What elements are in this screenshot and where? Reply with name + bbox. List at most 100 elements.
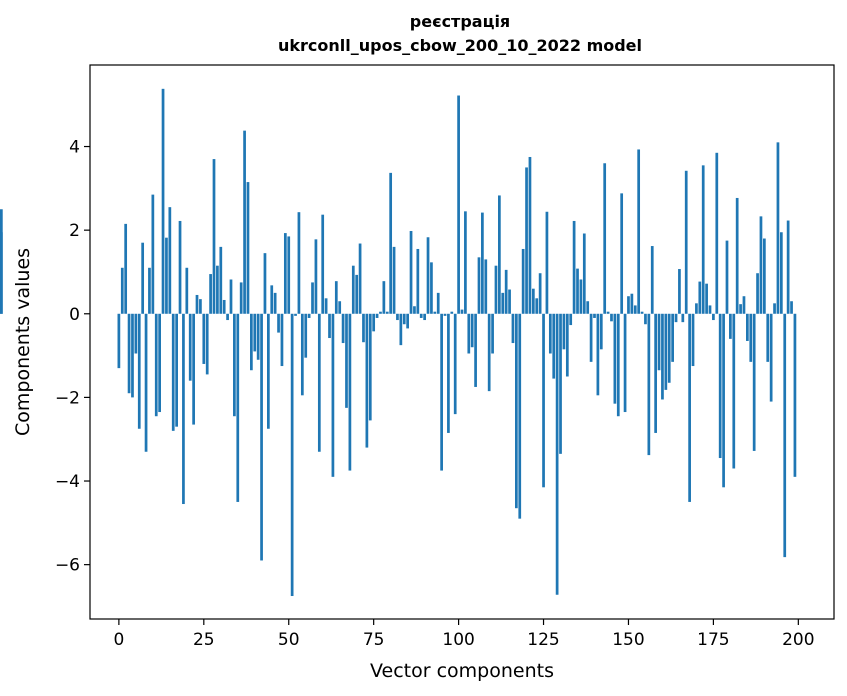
bar-124 (538, 273, 542, 314)
bar-73 (365, 313, 369, 448)
bar-68 (348, 313, 352, 471)
bar-161 (664, 313, 668, 390)
bar-160 (661, 313, 664, 400)
bar-107 (481, 212, 484, 314)
bar-111 (494, 265, 498, 314)
bar-76 (375, 313, 379, 318)
bar-19 (182, 313, 185, 505)
bar-126 (545, 211, 549, 314)
bar-147 (616, 313, 620, 417)
bar-38 (246, 182, 250, 314)
x-tick-label-125: 125 (527, 630, 559, 650)
bar-167 (684, 170, 688, 314)
bar-6 (137, 313, 141, 429)
bar-134 (572, 220, 576, 314)
bar-123 (535, 298, 539, 314)
bar-152 (633, 305, 637, 314)
bar-86 (409, 230, 413, 314)
bar-102 (464, 211, 467, 314)
bar-127 (548, 313, 552, 354)
bar-148 (620, 193, 624, 314)
bar-24 (199, 299, 202, 314)
x-tick-label-150: 150 (612, 630, 644, 650)
bar-88 (416, 248, 420, 314)
bar-56 (307, 313, 311, 318)
bar-150 (627, 296, 630, 314)
bar-7 (141, 242, 145, 314)
bar-141 (596, 313, 600, 396)
bar-18 (178, 220, 182, 314)
bar-25 (202, 313, 206, 364)
bar-112 (498, 195, 501, 314)
bar-65 (338, 301, 342, 314)
bar-94 (436, 292, 440, 314)
y-tick-label--2: −2 (55, 388, 80, 408)
bar-8 (144, 313, 148, 452)
x-axis-label: Vector components (370, 660, 554, 682)
bar-54 (300, 313, 304, 396)
bar-49 (283, 233, 287, 314)
bar-135 (576, 268, 579, 314)
bar-125 (542, 313, 545, 488)
bar-166 (681, 313, 685, 323)
bar-79 (385, 311, 389, 314)
bar-139 (589, 313, 593, 362)
bars-group (0, 88, 797, 597)
bar-173 (705, 283, 708, 314)
bar-80 (389, 172, 393, 314)
bar-114 (504, 269, 508, 314)
bar-188 (756, 273, 759, 314)
bar-22 (192, 313, 195, 425)
bar-159 (657, 313, 661, 371)
bar-78 (382, 281, 386, 314)
y-tick-label-0: 0 (69, 305, 80, 325)
bar-91 (426, 237, 430, 314)
bar-48 (280, 313, 284, 367)
bar-189 (759, 216, 763, 314)
bar-145 (610, 313, 613, 322)
bar-23 (195, 294, 199, 314)
bar-143 (603, 163, 607, 314)
bar-194 (776, 142, 780, 314)
bar-50 (287, 236, 291, 314)
bar-89 (419, 313, 423, 318)
bar-109 (487, 313, 491, 392)
bar-35 (236, 313, 240, 502)
bar-57 (311, 282, 314, 314)
bar-42 (260, 313, 263, 561)
bar-44 (267, 313, 270, 429)
bar-37 (243, 130, 246, 314)
bar-85 (406, 313, 409, 329)
bar-9 (148, 267, 151, 314)
x-tick-label-200: 200 (782, 630, 814, 650)
bar-137 (582, 233, 586, 314)
bar-51 (290, 313, 294, 597)
bar-21 (188, 313, 192, 381)
bar-156 (647, 313, 651, 456)
bar-105 (474, 313, 477, 387)
bar-122 (531, 288, 535, 314)
bar-77 (379, 311, 382, 314)
bar-45 (270, 285, 274, 314)
bar-168 (688, 313, 691, 502)
bar-198 (790, 301, 793, 314)
bar-174 (708, 305, 712, 314)
bar-115 (508, 289, 511, 314)
bar-108 (484, 259, 488, 314)
bar-118 (518, 313, 522, 519)
bar-69 (351, 265, 355, 314)
bar-171 (698, 281, 702, 314)
bar-32 (226, 313, 229, 321)
bar-153 (637, 149, 641, 314)
bar-183 (739, 304, 742, 314)
bar-178 (722, 313, 725, 488)
bar-43 (263, 253, 267, 314)
bar-93 (433, 311, 437, 314)
bar-31 (222, 299, 226, 314)
bar-71 (358, 243, 362, 314)
bar-182 (735, 197, 739, 314)
x-axis-ticks: 0 25 50 75 100 125 150 175 200 (113, 619, 815, 650)
bar-undefined (0, 232, 3, 314)
bar-4 (131, 313, 134, 398)
